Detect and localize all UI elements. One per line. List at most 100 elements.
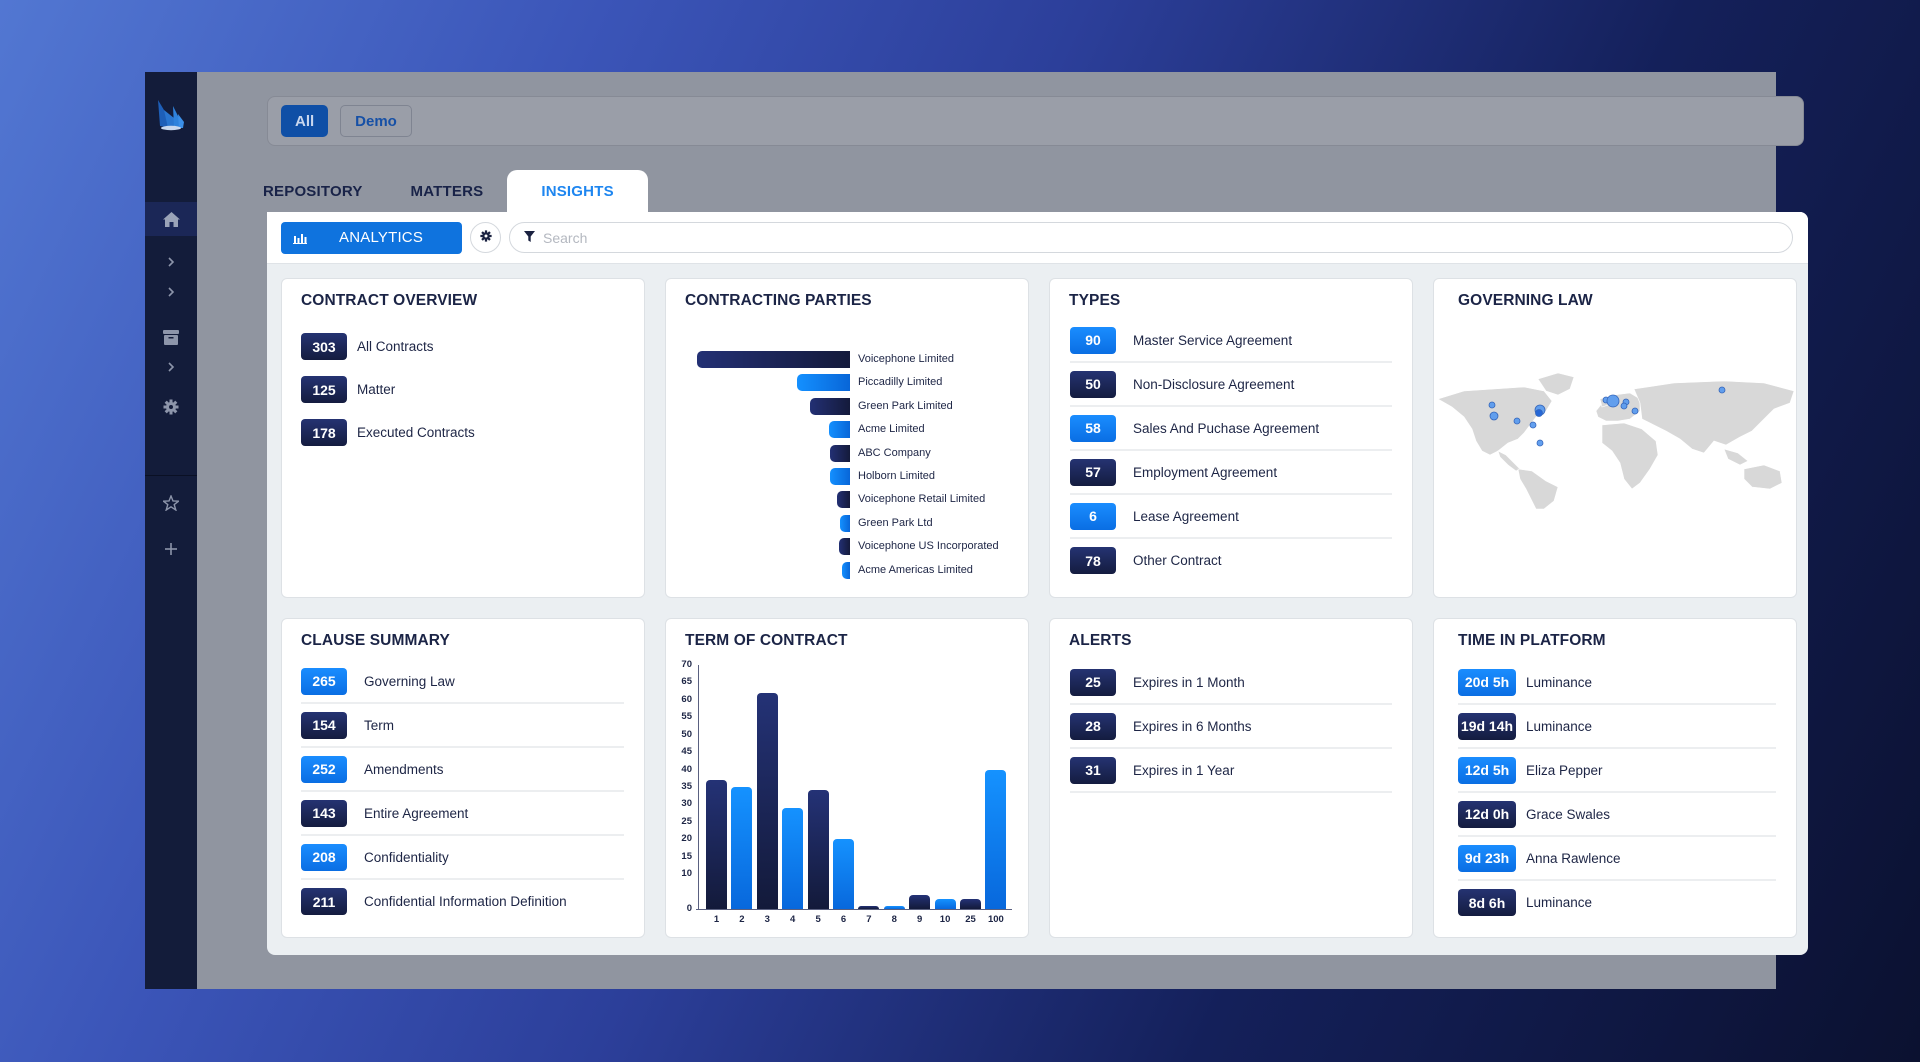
term-bar[interactable]: [706, 780, 727, 909]
analytics-button[interactable]: ANALYTICS: [281, 221, 462, 254]
term-bar[interactable]: [807, 790, 829, 909]
x-tick-label: 3: [764, 914, 770, 925]
sidebar-item-home[interactable]: [145, 202, 197, 236]
list-item[interactable]: 178 Executed Contracts: [301, 411, 624, 454]
card-title: CLAUSE SUMMARY: [301, 632, 450, 649]
count-badge: 303: [301, 333, 347, 360]
list-item[interactable]: 25 Expires in 1 Month: [1070, 661, 1392, 705]
tab-insights[interactable]: INSIGHTS: [507, 170, 648, 212]
term-bar[interactable]: [960, 898, 981, 909]
party-bar-row[interactable]: Voicephone Limited: [666, 349, 1028, 372]
duration-badge: 9d 23h: [1458, 844, 1516, 872]
search-input[interactable]: [543, 229, 1792, 246]
user-name: Luminance: [1526, 718, 1593, 734]
y-tick-label: 20: [681, 833, 692, 845]
list-item[interactable]: 31 Expires in 1 Year: [1070, 749, 1392, 793]
x-tick-label: 2: [739, 914, 745, 925]
count-badge: 90: [1070, 326, 1116, 354]
governing-law-map[interactable]: [1434, 359, 1797, 509]
x-tick-label: 8: [891, 914, 897, 925]
term-bar[interactable]: [934, 898, 956, 909]
party-label: Green Park Ltd: [858, 516, 933, 529]
term-bar[interactable]: [756, 692, 778, 909]
party-bar-row[interactable]: Piccadilly Limited: [666, 372, 1028, 395]
sidebar-item-settings[interactable]: [145, 397, 197, 417]
contract-overview-card: CONTRACT OVERVIEW 303 All Contracts 125 …: [281, 278, 645, 598]
list-item[interactable]: 8d 6h Luminance: [1458, 881, 1776, 924]
party-bar-row[interactable]: ABC Company: [666, 443, 1028, 466]
app-logo[interactable]: [156, 98, 186, 132]
term-bar[interactable]: [909, 895, 931, 909]
filter-chip-all[interactable]: All: [281, 105, 329, 137]
search-field[interactable]: [509, 222, 1793, 253]
term-bar[interactable]: [731, 787, 753, 909]
app-window: All Demo REPOSITORY MATTERS INSIGHTS ANA…: [145, 72, 1808, 989]
term-of-contract-chart: 0 10 15 20 25 30 35 40 45 50 55 60 65 70 1 2 3 4 5 6 7 8 9 10 25…: [666, 619, 1028, 937]
list-item[interactable]: 50 Non-Disclosure Agreement: [1070, 363, 1392, 407]
term-bar[interactable]: [883, 905, 905, 909]
sidebar: [145, 72, 197, 989]
party-bar-row[interactable]: Voicephone Retail Limited: [666, 489, 1028, 512]
term-bar[interactable]: [833, 839, 854, 909]
time-in-platform-card: TIME IN PLATFORM 20d 5h Luminance 19d 14h…: [1433, 618, 1797, 938]
list-item[interactable]: 303 All Contracts: [301, 325, 624, 368]
sidebar-expand-3[interactable]: [145, 357, 197, 377]
sidebar-expand-1[interactable]: [145, 252, 197, 272]
party-bar-row[interactable]: Holborn Limited: [666, 466, 1028, 489]
user-name: Eliza Pepper: [1526, 762, 1603, 778]
list-item[interactable]: 90 Master Service Agreement: [1070, 319, 1392, 363]
duration-badge: 8d 6h: [1458, 889, 1516, 916]
party-bar-row[interactable]: Acme Americas Limited: [666, 560, 1028, 583]
list-item[interactable]: 154 Term: [301, 704, 624, 748]
list-item[interactable]: 9d 23h Anna Rawlence: [1458, 837, 1776, 881]
sidebar-item-archive[interactable]: [145, 327, 197, 347]
count-badge: 211: [301, 888, 347, 915]
list-item[interactable]: 58 Sales And Puchase Agreement: [1070, 407, 1392, 451]
item-label: Expires in 1 Year: [1133, 762, 1235, 778]
party-bar-row[interactable]: Green Park Ltd: [666, 513, 1028, 536]
item-label: Matter: [357, 382, 396, 397]
tab-repository[interactable]: REPOSITORY: [263, 182, 363, 200]
term-bar[interactable]: [858, 905, 880, 909]
count-badge: 252: [301, 755, 347, 783]
bar-chart-icon: [293, 232, 307, 244]
alerts-card: ALERTS 25 Expires in 1 Month 28 Expires in…: [1049, 618, 1413, 938]
x-tick-label: 100: [987, 914, 1004, 925]
term-bar[interactable]: [985, 769, 1007, 909]
list-item[interactable]: 252 Amendments: [301, 748, 624, 792]
list-item[interactable]: 12d 5h Eliza Pepper: [1458, 749, 1776, 793]
list-item[interactable]: 265 Governing Law: [301, 660, 624, 704]
sidebar-item-add[interactable]: [145, 539, 197, 559]
list-item[interactable]: 208 Confidentiality: [301, 836, 624, 880]
tab-matters[interactable]: MATTERS: [410, 182, 484, 200]
party-bar-row[interactable]: Acme Limited: [666, 419, 1028, 442]
list-item[interactable]: 211 Confidential Information Definition: [301, 880, 624, 923]
list-item[interactable]: 78 Other Contract: [1070, 539, 1392, 582]
duration-badge: 19d 14h: [1458, 712, 1516, 740]
sidebar-expand-2[interactable]: [145, 282, 197, 302]
term-of-contract-card: TERM OF CONTRACT 0 10 15 20 25 30 35 40 45 50 55 60…: [665, 618, 1029, 938]
list-item[interactable]: 143 Entire Agreement: [301, 792, 624, 836]
analytics-settings-button[interactable]: [470, 222, 501, 253]
list-item[interactable]: 125 Matter: [301, 368, 624, 411]
list-item[interactable]: 6 Lease Agreement: [1070, 495, 1392, 539]
item-label: All Contracts: [357, 339, 434, 354]
item-label: Lease Agreement: [1133, 508, 1239, 524]
analytics-label: ANALYTICS: [339, 229, 424, 246]
sidebar-item-favorites[interactable]: [145, 493, 197, 513]
party-bar: [797, 374, 850, 392]
party-bar-row[interactable]: Voicephone US Incorporated: [666, 536, 1028, 559]
item-label: Sales And Puchase Agreement: [1133, 420, 1320, 436]
party-bar-row[interactable]: Green Park Limited: [666, 396, 1028, 419]
list-item[interactable]: 28 Expires in 6 Months: [1070, 705, 1392, 749]
filter-chip-demo[interactable]: Demo: [340, 105, 412, 137]
item-label: Executed Contracts: [357, 425, 475, 440]
y-tick-label: 30: [681, 798, 692, 810]
party-bar: [840, 514, 850, 532]
list-item[interactable]: 20d 5h Luminance: [1458, 661, 1776, 705]
y-tick-label: 25: [681, 815, 692, 827]
term-bar[interactable]: [782, 807, 804, 909]
list-item[interactable]: 12d 0h Grace Swales: [1458, 793, 1776, 837]
list-item[interactable]: 19d 14h Luminance: [1458, 705, 1776, 749]
list-item[interactable]: 57 Employment Agreement: [1070, 451, 1392, 495]
